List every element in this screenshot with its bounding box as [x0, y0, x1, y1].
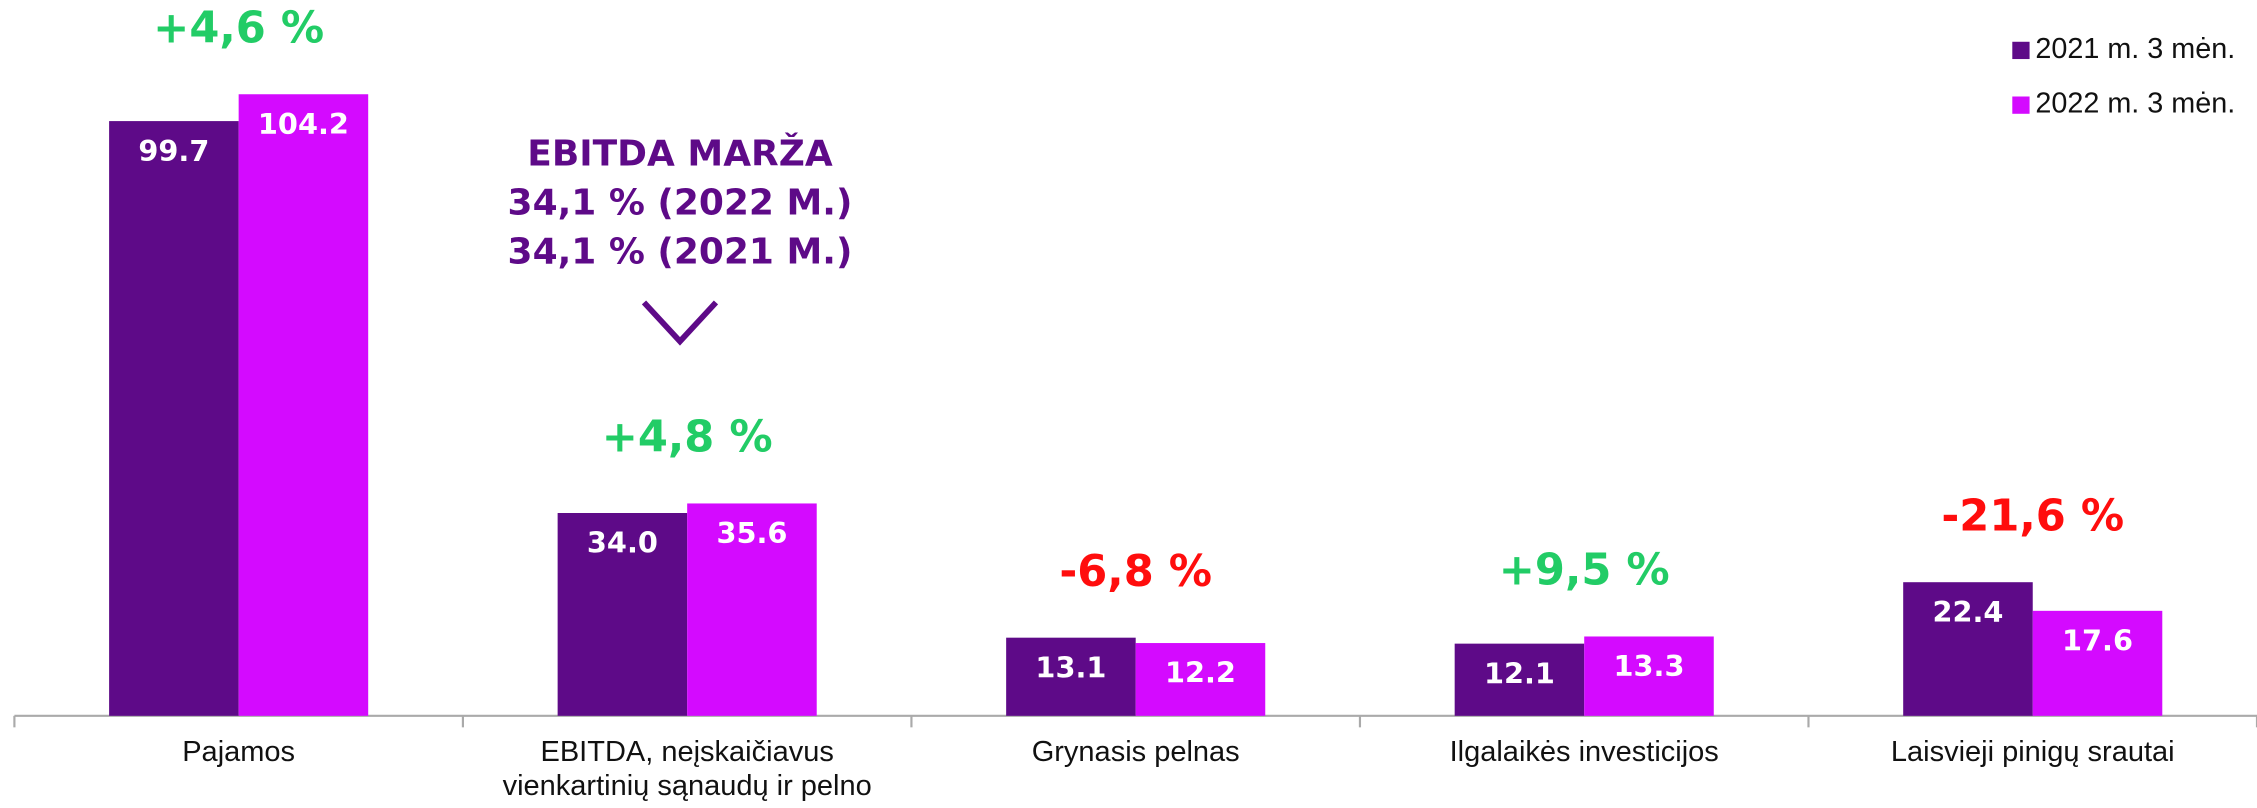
legend-swatch [2012, 96, 2030, 114]
annotation: 34,1 % (2022 M.) [508, 183, 853, 224]
change-label: +4,6 % [153, 3, 324, 53]
value-label: 104.2 [258, 107, 349, 141]
annotation-arrow [641, 300, 719, 346]
bar [1584, 636, 1714, 716]
x-tick-label: Ilgalaikės investicijos [1449, 735, 1719, 768]
bar [238, 94, 369, 716]
x-tick-label: EBITDA, neįskaičiavus vienkartinių sąnau… [502, 735, 872, 802]
annotation: EBITDA MARŽA [527, 133, 833, 175]
bar [109, 121, 239, 716]
bar [2032, 610, 2163, 716]
value-label: 13.3 [1613, 649, 1684, 683]
bar [1135, 643, 1266, 716]
value-label: 34.0 [587, 526, 658, 560]
value-label: 35.6 [716, 516, 787, 550]
x-tick-label: Grynasis pelnas [1031, 735, 1240, 768]
x-tick-label: Pajamos [182, 735, 296, 768]
bar [1903, 582, 2033, 716]
bar [687, 503, 817, 716]
annotation: 34,1 % (2021 M.) [508, 231, 853, 272]
change-label: -21,6 % [1941, 491, 2124, 541]
change-label: +9,5 % [1499, 546, 1670, 596]
x-tick-label: Laisvieji pinigų srautai [1890, 735, 2175, 768]
legend-label: 2022 m. 3 mėn. [2035, 88, 2235, 120]
bar [1454, 643, 1585, 716]
value-label: 99.7 [138, 134, 209, 168]
bar [1006, 637, 1136, 716]
change-label: +4,8 % [602, 413, 773, 463]
legend-label: 2021 m. 3 mėn. [2035, 33, 2235, 65]
change-label: -6,8 % [1059, 547, 1212, 597]
bar [557, 513, 688, 716]
value-label: 17.6 [2062, 624, 2133, 658]
value-label: 12.1 [1484, 656, 1555, 690]
value-label: 22.4 [1932, 595, 2003, 629]
value-label: 13.1 [1035, 650, 1106, 684]
value-label: 12.2 [1165, 656, 1236, 690]
legend-swatch [2012, 41, 2030, 60]
